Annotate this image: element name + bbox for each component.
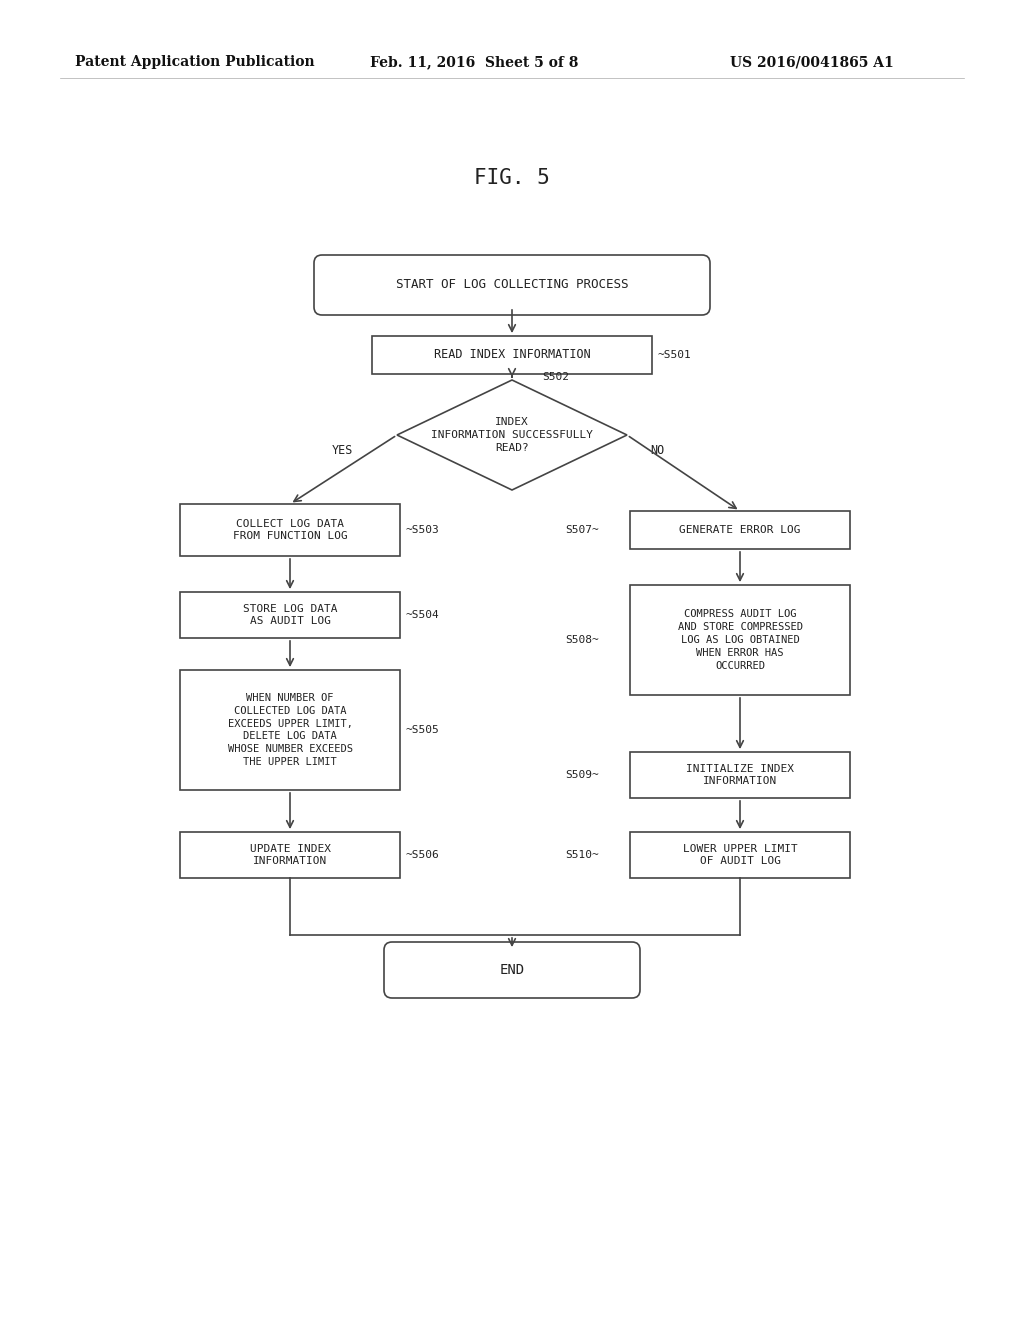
Polygon shape — [397, 380, 627, 490]
Text: ~S503: ~S503 — [406, 525, 439, 535]
FancyBboxPatch shape — [180, 591, 400, 638]
Text: Patent Application Publication: Patent Application Publication — [75, 55, 314, 69]
Text: FIG. 5: FIG. 5 — [474, 168, 550, 187]
Text: INDEX
INFORMATION SUCCESSFULLY
READ?: INDEX INFORMATION SUCCESSFULLY READ? — [431, 417, 593, 453]
Text: S502: S502 — [542, 372, 569, 381]
Text: NO: NO — [650, 444, 665, 457]
Text: LOWER UPPER LIMIT
OF AUDIT LOG: LOWER UPPER LIMIT OF AUDIT LOG — [683, 843, 798, 866]
Text: STORE LOG DATA
AS AUDIT LOG: STORE LOG DATA AS AUDIT LOG — [243, 603, 337, 627]
FancyBboxPatch shape — [630, 585, 850, 696]
Text: S508~: S508~ — [565, 635, 599, 645]
Text: WHEN NUMBER OF
COLLECTED LOG DATA
EXCEEDS UPPER LIMIT,
DELETE LOG DATA
WHOSE NUM: WHEN NUMBER OF COLLECTED LOG DATA EXCEED… — [227, 693, 352, 767]
Text: S507~: S507~ — [565, 525, 599, 535]
Text: COLLECT LOG DATA
FROM FUNCTION LOG: COLLECT LOG DATA FROM FUNCTION LOG — [232, 519, 347, 541]
Text: US 2016/0041865 A1: US 2016/0041865 A1 — [730, 55, 894, 69]
FancyBboxPatch shape — [384, 942, 640, 998]
Text: S510~: S510~ — [565, 850, 599, 861]
Text: START OF LOG COLLECTING PROCESS: START OF LOG COLLECTING PROCESS — [395, 279, 629, 292]
Text: READ INDEX INFORMATION: READ INDEX INFORMATION — [433, 348, 591, 362]
FancyBboxPatch shape — [180, 671, 400, 789]
Text: GENERATE ERROR LOG: GENERATE ERROR LOG — [679, 525, 801, 535]
Text: COMPRESS AUDIT LOG
AND STORE COMPRESSED
LOG AS LOG OBTAINED
WHEN ERROR HAS
OCCUR: COMPRESS AUDIT LOG AND STORE COMPRESSED … — [678, 610, 803, 671]
Text: ~S504: ~S504 — [406, 610, 439, 620]
Text: UPDATE INDEX
INFORMATION: UPDATE INDEX INFORMATION — [250, 843, 331, 866]
Text: YES: YES — [332, 444, 352, 457]
Text: INITIALIZE INDEX
INFORMATION: INITIALIZE INDEX INFORMATION — [686, 763, 794, 787]
FancyBboxPatch shape — [630, 832, 850, 878]
Text: Feb. 11, 2016  Sheet 5 of 8: Feb. 11, 2016 Sheet 5 of 8 — [370, 55, 579, 69]
Text: ~S505: ~S505 — [406, 725, 439, 735]
FancyBboxPatch shape — [180, 832, 400, 878]
Text: S509~: S509~ — [565, 770, 599, 780]
Text: END: END — [500, 964, 524, 977]
FancyBboxPatch shape — [630, 752, 850, 799]
Text: ~S506: ~S506 — [406, 850, 439, 861]
Text: ~S501: ~S501 — [658, 350, 692, 360]
FancyBboxPatch shape — [372, 337, 652, 374]
FancyBboxPatch shape — [630, 511, 850, 549]
FancyBboxPatch shape — [180, 504, 400, 556]
FancyBboxPatch shape — [314, 255, 710, 315]
